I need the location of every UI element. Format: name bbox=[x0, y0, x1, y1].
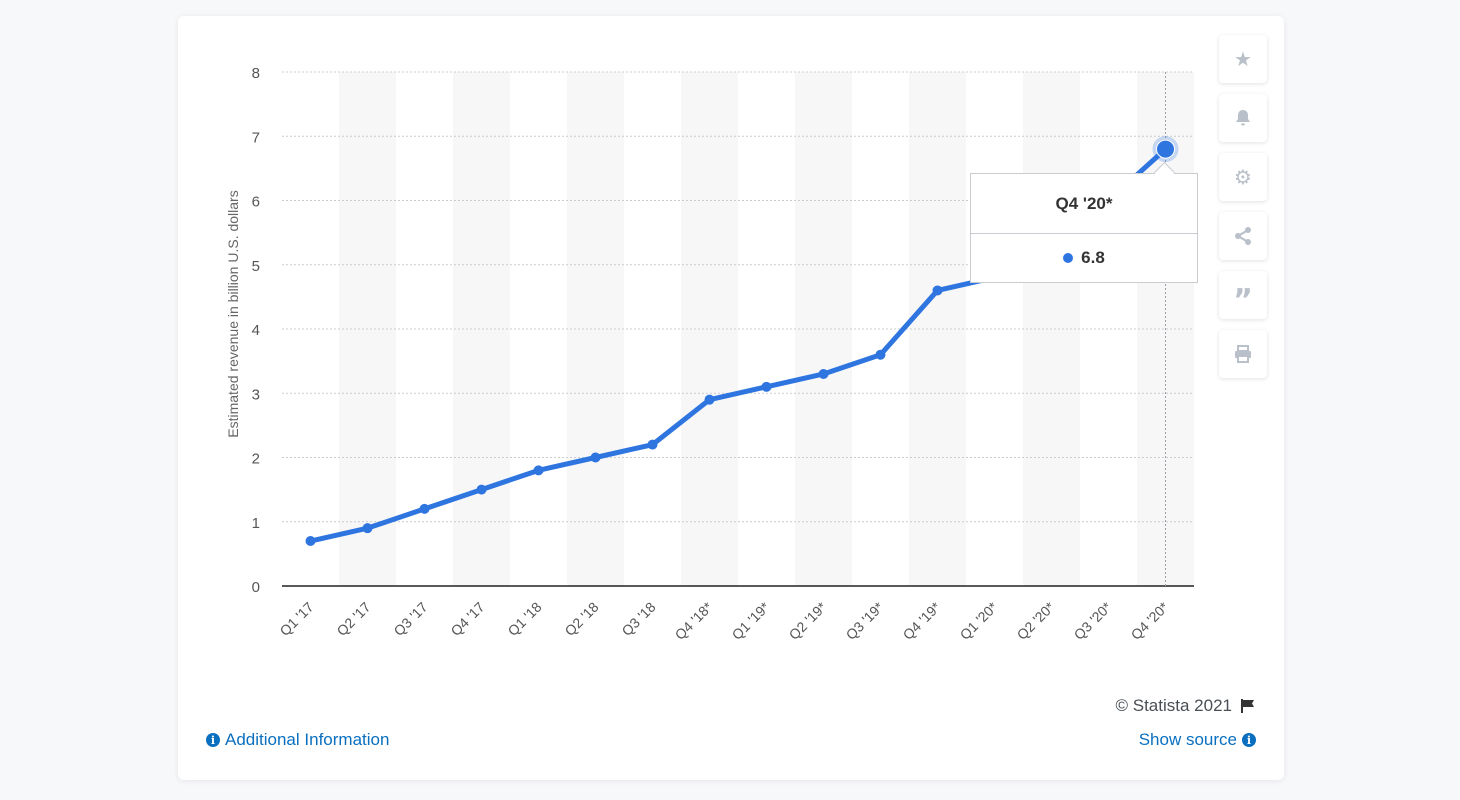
y-tick-label: 0 bbox=[252, 579, 260, 596]
x-tick-label: Q2 '17 bbox=[333, 599, 373, 639]
chart-tooltip: Q4 '20* 6.8 bbox=[970, 161, 1198, 283]
share-icon[interactable] bbox=[1219, 212, 1267, 260]
background-band bbox=[453, 72, 510, 586]
x-tick-label: Q1 '19* bbox=[729, 598, 773, 642]
show-source-label: Show source bbox=[1138, 730, 1237, 749]
x-tick-label: Q3 '20* bbox=[1071, 598, 1115, 642]
data-point bbox=[305, 536, 316, 547]
print-icon[interactable] bbox=[1219, 330, 1267, 378]
y-axis-label: Estimated revenue in billion U.S. dollar… bbox=[225, 190, 241, 437]
info-icon: i bbox=[206, 733, 220, 747]
background-band bbox=[681, 72, 738, 586]
y-tick-label: 1 bbox=[252, 515, 260, 532]
quote-icon[interactable]: ” bbox=[1219, 271, 1267, 319]
data-point bbox=[590, 452, 601, 463]
chart-card: 0 1 2 3 4 5 6 7 8 Q1 '17 Q2 '17 Q3 '17 Q4 '17 Q1 '18 Q… bbox=[178, 16, 1284, 780]
y-tick-label: 8 bbox=[252, 65, 260, 82]
show-source-link[interactable]: Show source i bbox=[1139, 730, 1256, 750]
y-tick-label: 2 bbox=[252, 451, 260, 468]
data-point bbox=[419, 503, 430, 514]
data-point bbox=[875, 349, 886, 360]
x-tick-label: Q4 '17 bbox=[447, 599, 487, 639]
tooltip-title: Q4 '20* bbox=[971, 174, 1197, 234]
y-tick-label: 6 bbox=[252, 194, 260, 211]
tooltip-value: 6.8 bbox=[1081, 248, 1105, 267]
y-tick-label: 5 bbox=[252, 258, 260, 275]
x-tick-label: Q1 '18 bbox=[504, 599, 544, 639]
x-tick-label: Q4 '18* bbox=[672, 598, 716, 642]
y-tick-label: 3 bbox=[252, 386, 260, 403]
x-tick-label: Q2 '19* bbox=[786, 598, 830, 642]
line-chart: 0 1 2 3 4 5 6 7 8 Q1 '17 Q2 '17 Q3 '17 Q4 '17 Q1 '18 Q… bbox=[225, 65, 1194, 643]
x-tick-label: Q2 '20* bbox=[1014, 598, 1058, 642]
x-tick-label: Q1 '20* bbox=[957, 598, 1001, 642]
tooltip-series-dot bbox=[1063, 253, 1074, 263]
x-tick-label: Q3 '17 bbox=[390, 599, 430, 639]
x-tick-label: Q1 '17 bbox=[276, 599, 316, 639]
copyright: © Statista 2021 bbox=[1116, 696, 1257, 716]
data-point bbox=[704, 394, 715, 405]
tooltip-value-row: 6.8 bbox=[971, 234, 1197, 282]
additional-information-link[interactable]: i Additional Information bbox=[206, 730, 389, 750]
x-tick-label: Q4 '20* bbox=[1128, 598, 1172, 642]
y-tick-label: 4 bbox=[252, 322, 260, 339]
info-icon: i bbox=[1242, 733, 1256, 747]
data-point bbox=[761, 381, 772, 392]
additional-information-label: Additional Information bbox=[225, 730, 390, 749]
copyright-text: © Statista 2021 bbox=[1115, 696, 1233, 715]
data-point-highlighted bbox=[1156, 139, 1175, 159]
data-point bbox=[818, 368, 829, 379]
x-tick-label: Q3 '19* bbox=[843, 598, 887, 642]
bell-icon[interactable] bbox=[1219, 94, 1267, 142]
y-tick-label: 7 bbox=[252, 129, 260, 146]
x-tick-label: Q2 '18 bbox=[561, 599, 601, 639]
data-point bbox=[932, 285, 943, 296]
data-point bbox=[476, 484, 487, 495]
data-point bbox=[362, 523, 373, 534]
flag-icon[interactable] bbox=[1240, 698, 1256, 714]
toolbar: ★ ⚙ ” bbox=[1219, 35, 1267, 389]
star-icon[interactable]: ★ bbox=[1219, 35, 1267, 83]
background-band bbox=[909, 72, 966, 586]
gear-icon[interactable]: ⚙ bbox=[1219, 153, 1267, 201]
x-tick-label: Q4 '19* bbox=[900, 598, 944, 642]
data-point bbox=[647, 439, 658, 450]
data-point bbox=[533, 465, 544, 476]
x-tick-label: Q3 '18 bbox=[618, 599, 658, 639]
